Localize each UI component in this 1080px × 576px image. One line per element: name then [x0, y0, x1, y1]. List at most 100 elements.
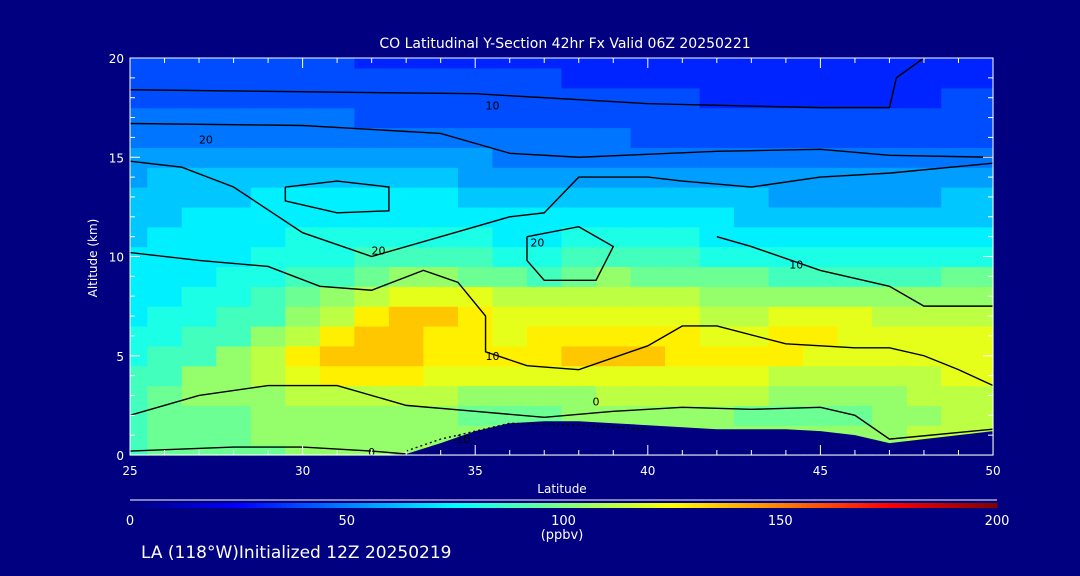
colorbar-segment — [975, 503, 981, 508]
heatmap-cell — [388, 58, 425, 69]
heatmap-cell — [665, 345, 701, 367]
heatmap-cell — [388, 147, 425, 168]
heatmap-cell — [941, 107, 977, 129]
heatmap-cell — [285, 87, 321, 109]
heatmap-cell — [181, 87, 217, 109]
colorbar-segment — [390, 503, 396, 508]
heatmap-cell — [130, 127, 148, 148]
colorbar-segment — [251, 503, 257, 508]
heatmap-cell — [130, 206, 148, 228]
heatmap-cell — [250, 167, 286, 188]
heatmap-cell — [699, 266, 735, 287]
heatmap-cell — [734, 167, 770, 188]
heatmap-cell — [975, 266, 994, 287]
colorbar-segment — [177, 503, 183, 508]
heatmap-cell — [872, 385, 908, 406]
heatmap-cell — [941, 266, 977, 287]
heatmap-cell — [665, 87, 701, 109]
heatmap-cell — [130, 167, 148, 188]
colorbar-segment — [680, 503, 686, 508]
heatmap-cell — [561, 67, 597, 89]
contour-line — [129, 160, 994, 258]
heatmap-cell — [216, 365, 252, 387]
heatmap-cell — [216, 67, 252, 89]
heatmap-cell — [768, 147, 804, 168]
heatmap-cell — [354, 167, 390, 188]
heatmap-cell — [457, 87, 494, 109]
heatmap-cell — [768, 167, 804, 188]
heatmap-cell — [319, 147, 355, 168]
heatmap-cell — [492, 385, 528, 406]
heatmap-cell — [561, 405, 597, 426]
heatmap-cell — [906, 286, 942, 307]
colorbar-tick-label: 150 — [768, 514, 793, 529]
heatmap-cell — [975, 87, 994, 109]
heatmap-cell — [147, 345, 183, 367]
colorbar-segment — [520, 503, 526, 508]
heatmap-cell — [423, 365, 459, 387]
heatmap-cell — [354, 107, 390, 129]
colorbar-segment — [294, 503, 300, 508]
heatmap-cell — [906, 187, 942, 208]
y-tick-label: 5 — [116, 350, 124, 364]
heatmap-cell — [181, 167, 217, 188]
heatmap-cell — [457, 286, 494, 307]
heatmap-cell — [216, 127, 252, 148]
colorbar-segment — [494, 503, 500, 508]
colorbar-segment — [212, 503, 218, 508]
colorbar-segment — [398, 503, 404, 508]
heatmap-cell — [630, 67, 666, 89]
heatmap-cell — [147, 425, 183, 446]
colorbar-segment — [936, 503, 942, 508]
colorbar-segment — [485, 503, 491, 508]
heatmap-cell — [630, 286, 666, 307]
colorbar-segment — [593, 503, 599, 508]
colorbar-segment — [879, 503, 885, 508]
colorbar-segment — [797, 503, 803, 508]
colorbar-tick-label: 50 — [338, 514, 355, 529]
heatmap-cell — [250, 266, 286, 287]
heatmap-cell — [285, 127, 321, 148]
colorbar-segment — [286, 503, 291, 508]
heatmap-cell — [665, 325, 701, 347]
heatmap-cell — [665, 206, 701, 228]
heatmap-cell — [423, 345, 459, 367]
heatmap-cell — [872, 345, 908, 367]
heatmap-cell — [319, 405, 355, 426]
heatmap-cell — [734, 325, 770, 347]
heatmap-cell — [699, 405, 735, 426]
heatmap-cell — [975, 127, 994, 148]
heatmap-cell — [216, 58, 252, 69]
heatmap-cell — [837, 167, 873, 188]
colorbar-segment — [190, 503, 196, 508]
colorbar-segment — [437, 503, 443, 508]
heatmap-cell — [768, 107, 804, 129]
heatmap-cell — [130, 385, 148, 406]
colorbar-segment — [255, 503, 261, 508]
heatmap-cell — [596, 266, 632, 287]
colorbar-segment — [229, 503, 235, 508]
heatmap-cell — [803, 226, 839, 248]
heatmap-cell — [147, 385, 183, 406]
heatmap-cell — [457, 246, 494, 268]
colorbar-segment — [463, 503, 469, 508]
colorbar-segment — [442, 503, 448, 508]
colorbar-segment — [949, 503, 955, 508]
colorbar-segment — [524, 503, 530, 508]
heatmap-cell — [561, 306, 597, 327]
heatmap-cell — [561, 127, 597, 148]
heatmap-cell — [561, 266, 597, 287]
heatmap-cell — [596, 246, 632, 268]
heatmap-cell — [216, 385, 252, 406]
heatmap-cell — [492, 127, 528, 148]
heatmap-cell — [975, 167, 994, 188]
heatmap-cell — [457, 405, 494, 426]
heatmap-cell — [457, 385, 494, 406]
heatmap-cell — [147, 167, 183, 188]
heatmap-cell — [872, 226, 908, 248]
heatmap-cell — [285, 405, 321, 426]
colorbar-segment — [476, 503, 482, 508]
heatmap-cell — [906, 87, 942, 109]
colorbar-segment — [697, 503, 703, 508]
heatmap-cell — [354, 67, 390, 89]
